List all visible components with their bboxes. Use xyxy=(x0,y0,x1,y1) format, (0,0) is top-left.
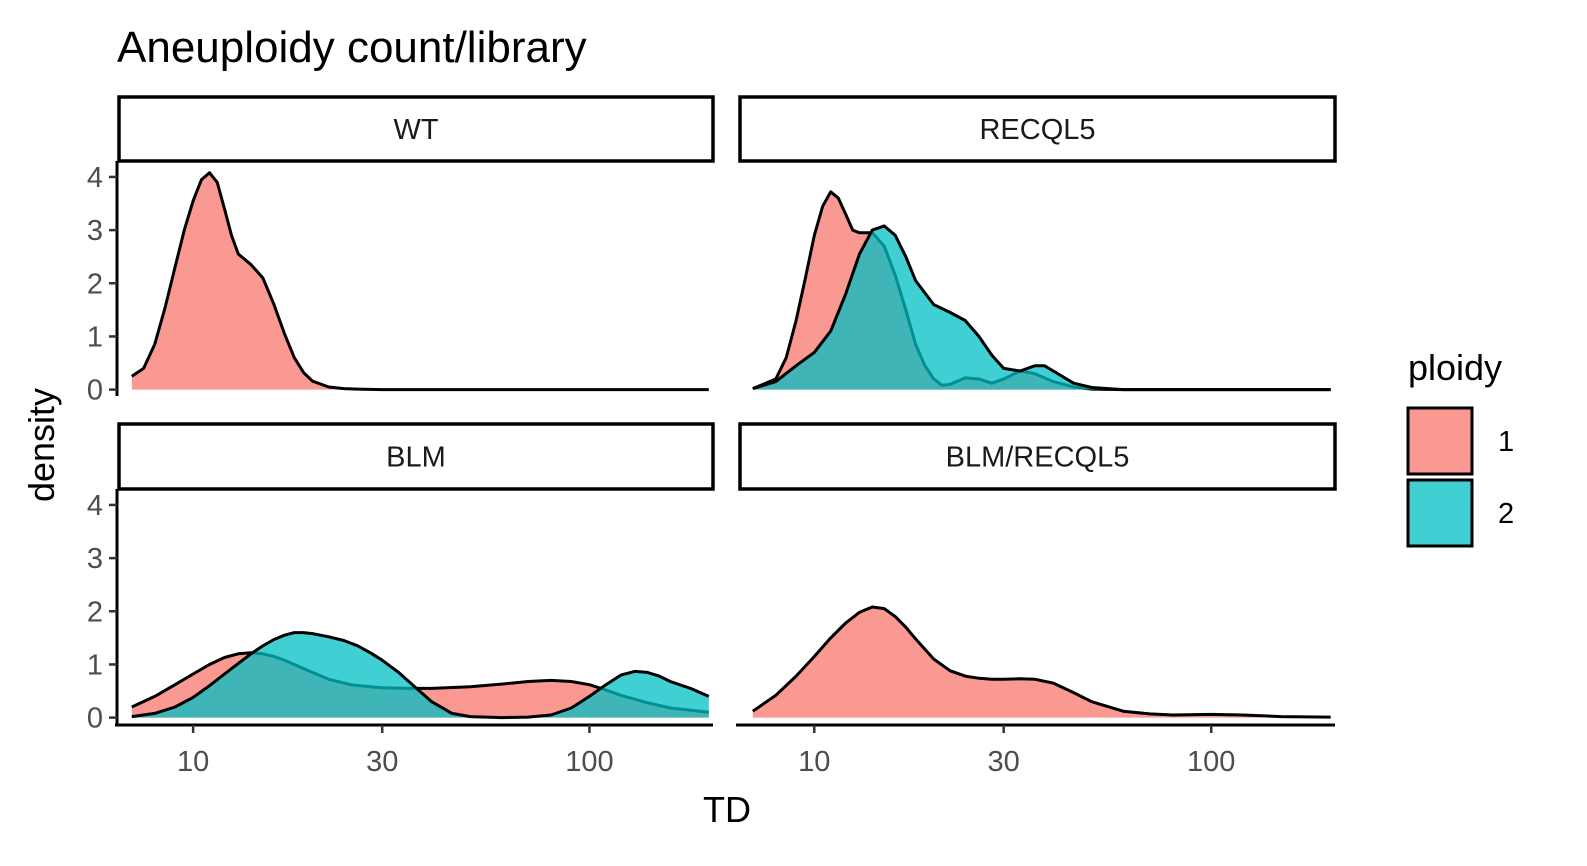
facet-strip-blm-recql5 xyxy=(738,422,1337,491)
y-tick-label: 0 xyxy=(87,375,103,407)
facet-panel-blm-recql5: BLM/RECQL5 10 30 100 xyxy=(736,422,1337,778)
y-tick-label: 1 xyxy=(87,321,103,353)
legend-label-ploidy-2: 2 xyxy=(1498,498,1514,530)
facet-strip-label: BLM xyxy=(386,442,446,474)
facet-panel-blm: BLM 0 1 2 3 4 10 30 100 xyxy=(87,422,715,778)
facet-strip-label: BLM/RECQL5 xyxy=(946,442,1130,474)
density-outline-ploidy-2 xyxy=(131,631,710,720)
facet-strip-label: RECQL5 xyxy=(979,114,1095,146)
legend-key-ploidy-1 xyxy=(1406,406,1474,476)
x-tick-label: 100 xyxy=(1187,746,1235,778)
x-tick-label: 30 xyxy=(988,746,1020,778)
facet-panel-recql5: RECQL5 xyxy=(738,95,1337,392)
y-tick-label: 2 xyxy=(87,596,103,628)
x-tick-label: 100 xyxy=(565,746,613,778)
facet-panel-wt: WT 0 1 2 3 4 xyxy=(87,95,715,407)
density-outline-ploidy-1 xyxy=(751,605,1331,719)
y-tick-label: 2 xyxy=(87,268,103,300)
x-tick-label: 30 xyxy=(366,746,398,778)
y-tick-label: 4 xyxy=(87,162,103,194)
density-area-ploidy-1 xyxy=(752,607,1331,718)
y-tick-label: 1 xyxy=(87,649,103,681)
x-tick-label: 10 xyxy=(798,746,830,778)
x-tick-label: 10 xyxy=(177,746,209,778)
facet-strip-wt xyxy=(117,95,715,163)
density-area-ploidy-2 xyxy=(752,225,1331,390)
density-area-ploidy-2 xyxy=(131,632,709,718)
legend: ploidy 1 2 xyxy=(1406,347,1514,548)
x-axis-title: TD xyxy=(703,789,751,830)
facet-strip-blm xyxy=(117,422,715,491)
legend-key-ploidy-2 xyxy=(1406,478,1474,548)
facet-panels: WT 0 1 2 3 4 RECQL5 BLM 0 1 2 3 4 10 30 100 BLM/RECQL5 10… xyxy=(87,95,1337,778)
density-outline-ploidy-1 xyxy=(130,171,709,392)
y-axis-title: density xyxy=(21,388,62,502)
facet-strip-recql5 xyxy=(738,95,1337,163)
y-tick-label: 3 xyxy=(87,543,103,575)
chart-title: Aneuploidy count/library xyxy=(117,23,587,72)
y-tick-label: 4 xyxy=(87,490,103,522)
y-tick-label: 3 xyxy=(87,215,103,247)
legend-label-ploidy-1: 1 xyxy=(1498,426,1514,458)
density-area-ploidy-1 xyxy=(131,172,709,390)
y-tick-label: 0 xyxy=(87,703,103,735)
legend-title: ploidy xyxy=(1408,347,1502,388)
facet-strip-label: WT xyxy=(393,114,438,146)
density-outline-ploidy-2 xyxy=(752,224,1331,392)
